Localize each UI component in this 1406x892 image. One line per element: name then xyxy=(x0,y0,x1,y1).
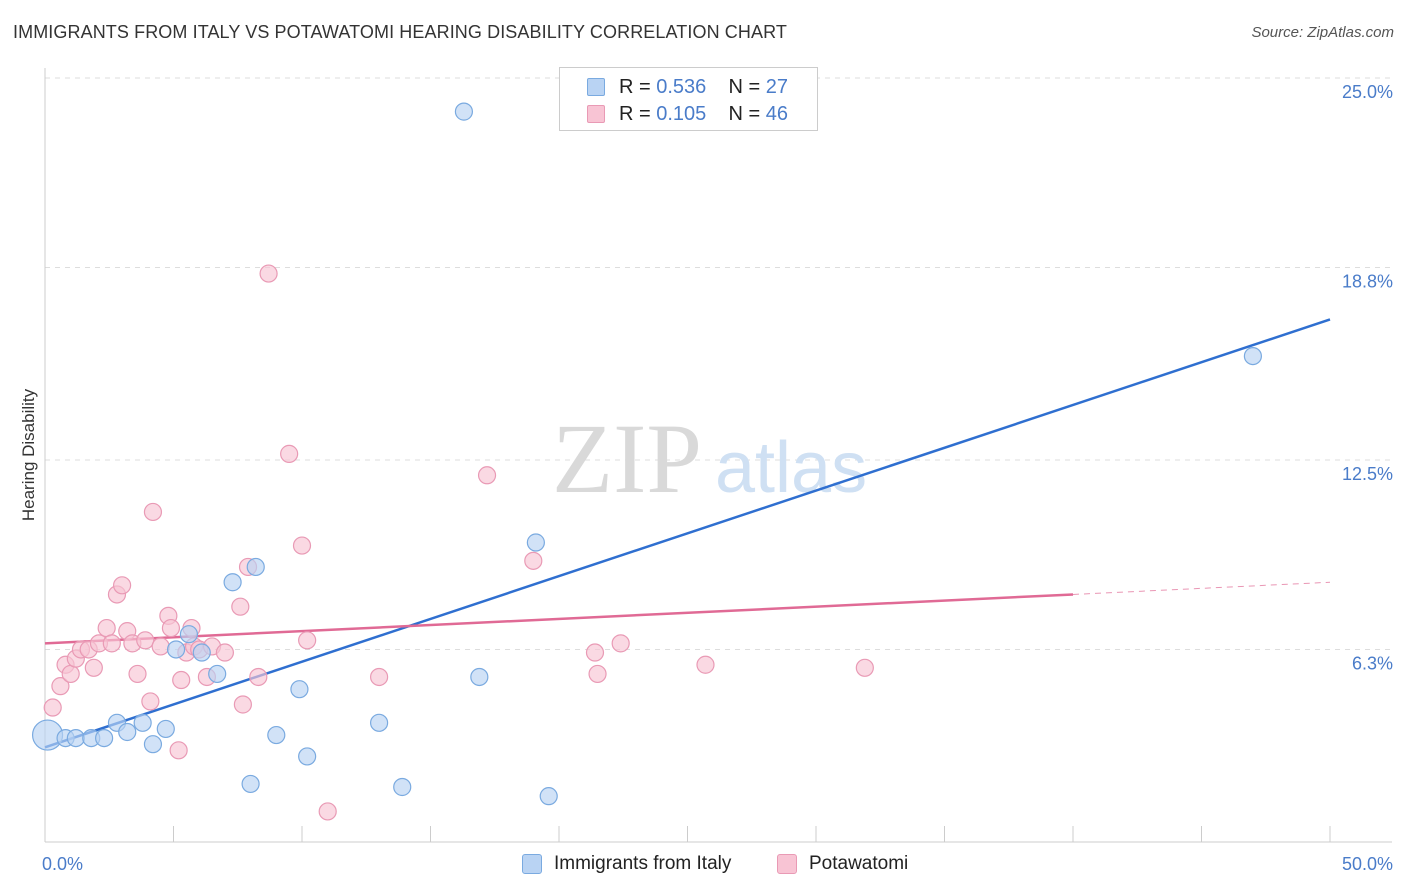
point-italy xyxy=(246,557,265,577)
point-italy xyxy=(393,777,412,797)
point-potawatomi xyxy=(477,466,497,485)
axes xyxy=(44,68,1392,843)
trend-line-potawatomi-extension xyxy=(1072,581,1331,595)
legend-r-label: R = xyxy=(619,75,651,98)
point-italy xyxy=(1243,346,1263,366)
point-potawatomi xyxy=(280,444,299,463)
point-italy xyxy=(290,680,309,699)
point-italy xyxy=(208,664,227,684)
point-potawatomi xyxy=(249,667,268,687)
legend-swatch-italy xyxy=(587,78,605,96)
point-potawatomi xyxy=(102,634,121,653)
point-potawatomi xyxy=(259,264,278,283)
point-italy xyxy=(179,625,199,644)
x-tick-label: 50.0% xyxy=(1342,854,1393,874)
point-potawatomi xyxy=(136,631,155,650)
point-italy xyxy=(143,735,163,754)
point-potawatomi xyxy=(51,677,70,696)
data-points xyxy=(31,102,1263,821)
point-italy xyxy=(66,728,85,748)
legend-n-value: 46 xyxy=(765,102,789,125)
point-potawatomi xyxy=(585,643,605,662)
legend-r-label: R = xyxy=(619,102,651,125)
point-potawatomi xyxy=(43,698,62,717)
x-tick-label: 0.0% xyxy=(42,854,83,874)
point-potawatomi xyxy=(112,576,132,595)
point-potawatomi xyxy=(172,670,191,690)
point-potawatomi xyxy=(97,618,116,638)
point-potawatomi xyxy=(161,618,181,638)
bottom-legend-label-potawatomi: Potawatomi xyxy=(809,853,909,874)
point-italy xyxy=(223,573,242,592)
bottom-legend-italy: Immigrants from Italy xyxy=(522,851,731,877)
point-potawatomi xyxy=(61,664,80,684)
legend-n-label: N = xyxy=(728,102,761,125)
point-potawatomi xyxy=(588,664,607,684)
point-potawatomi xyxy=(696,655,715,674)
point-potawatomi xyxy=(611,634,630,653)
tick-labels: 6.3% 12.5% 18.8% 25.0% 0.0% 50.0% xyxy=(42,82,1393,874)
point-potawatomi xyxy=(855,658,874,677)
y-axis-label: Hearing Disability xyxy=(19,388,38,521)
point-italy xyxy=(118,722,137,742)
legend-r-value: 0.105 xyxy=(656,102,707,125)
legend-n-value: 27 xyxy=(765,75,789,98)
point-potawatomi xyxy=(169,741,188,760)
point-potawatomi xyxy=(143,502,163,522)
chart-source: Source: ZipAtlas.com xyxy=(1251,24,1394,41)
trend-line-potawatomi xyxy=(44,593,1074,645)
y-tick-label: 25.0% xyxy=(1342,82,1393,102)
legend-box: R = 0.536 N = 27 R = 0.105 N = 46 xyxy=(559,67,818,131)
bottom-legend-potawatomi: Potawatomi xyxy=(777,851,908,877)
legend-text-italy: R = 0.536 N = 27 xyxy=(619,76,788,99)
y-tick-label: 12.5% xyxy=(1342,464,1393,484)
bottom-legend-label-italy: Immigrants from Italy xyxy=(554,853,732,874)
point-potawatomi xyxy=(141,692,160,711)
point-potawatomi xyxy=(231,597,250,616)
bottom-legend-swatch-italy xyxy=(522,854,542,874)
chart-title: IMMIGRANTS FROM ITALY VS POTAWATOMI HEAR… xyxy=(13,22,787,42)
point-italy xyxy=(166,640,186,659)
legend-text-potawatomi: R = 0.105 N = 46 xyxy=(619,103,788,126)
legend-n-label: N = xyxy=(728,75,761,98)
point-potawatomi xyxy=(233,695,252,714)
y-tick-label: 6.3% xyxy=(1352,653,1393,673)
point-italy xyxy=(241,774,260,794)
point-italy xyxy=(526,533,545,552)
point-potawatomi xyxy=(128,664,147,684)
point-italy xyxy=(370,713,389,732)
legend-swatch-potawatomi xyxy=(587,105,605,123)
point-italy xyxy=(192,643,211,662)
point-italy xyxy=(156,719,175,739)
point-potawatomi xyxy=(318,802,337,821)
y-tick-label: 18.8% xyxy=(1342,271,1393,291)
bottom-legend-swatch-potawatomi xyxy=(777,854,797,874)
legend-r-value: 0.536 xyxy=(656,75,707,98)
point-potawatomi xyxy=(84,658,103,677)
watermark-atlas: atlas xyxy=(715,428,867,508)
point-potawatomi xyxy=(215,643,234,662)
point-italy xyxy=(95,728,114,748)
point-italy xyxy=(267,725,286,745)
point-italy xyxy=(454,102,474,121)
point-potawatomi xyxy=(298,631,317,650)
trend-lines xyxy=(44,318,1331,749)
watermark-zip: ZIP xyxy=(552,403,702,514)
point-potawatomi xyxy=(370,667,389,687)
point-potawatomi xyxy=(524,551,543,570)
trend-line-italy xyxy=(44,318,1331,749)
point-italy xyxy=(298,747,317,766)
point-potawatomi xyxy=(151,637,170,656)
point-italy xyxy=(470,667,489,687)
point-italy xyxy=(539,787,558,806)
point-potawatomi xyxy=(292,536,312,555)
point-italy xyxy=(133,713,152,732)
